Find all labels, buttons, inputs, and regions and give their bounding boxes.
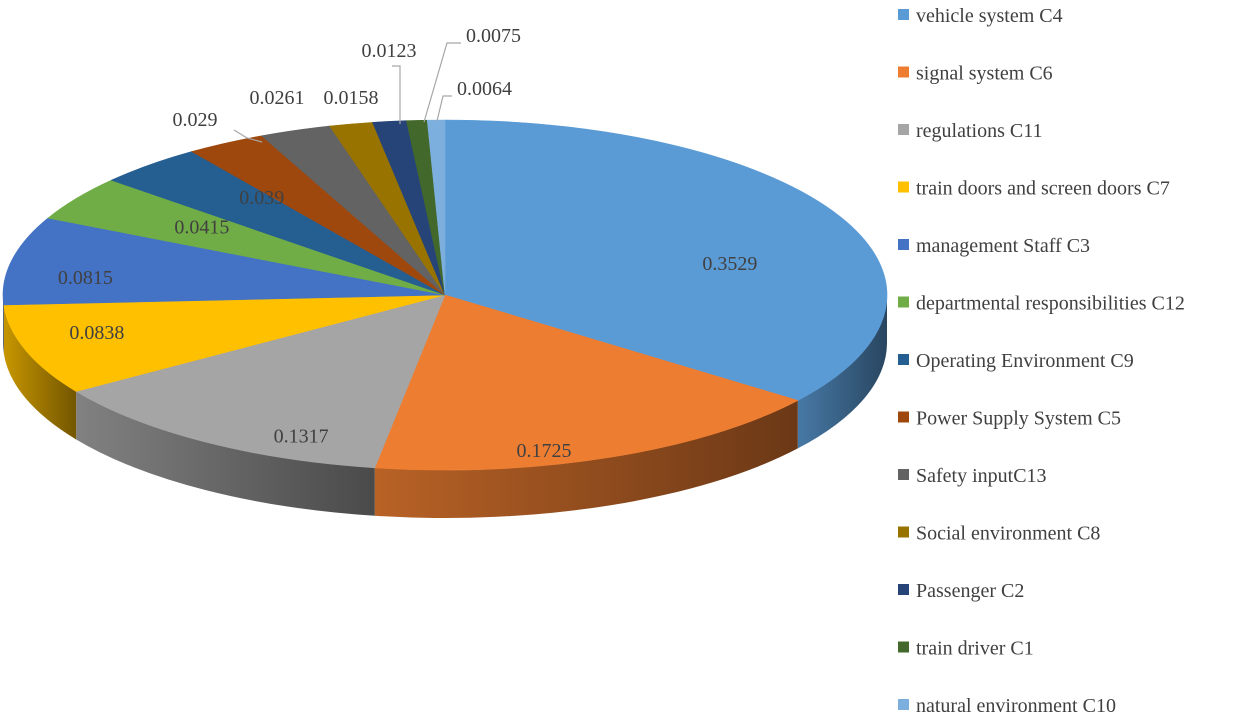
data-label-operating-environment-c9: 0.039: [239, 187, 284, 209]
legend-label: departmental responsibilities C12: [916, 293, 1185, 315]
pie-slice-train-doors-and-screen-doors-c7: [3, 294, 446, 392]
data-label-departmental-responsibilities-c12: 0.0415: [174, 216, 229, 238]
legend-swatch: [898, 239, 909, 250]
leader-lines: [233, 42, 461, 143]
legend-swatch: [898, 469, 909, 480]
data-label-social-environment-c8: 0.0158: [324, 87, 379, 109]
legend-label: Passenger C2: [916, 580, 1024, 602]
legend-label: natural environment C10: [916, 695, 1116, 716]
legend-swatch: [898, 526, 909, 538]
legend-label: signal system C6: [916, 63, 1053, 85]
legend-item-train-driver-c1: train driver C1: [898, 638, 1034, 660]
legend-swatch: [898, 584, 909, 595]
legend-swatch: [898, 411, 909, 423]
legend-label: regulations C11: [916, 120, 1042, 142]
legend-item-social-environment-c8: Social environment C8: [898, 523, 1100, 545]
legend-item-safety-inputc13: Safety inputC13: [898, 465, 1047, 487]
legend-item-power-supply-system-c5: Power Supply System C5: [898, 408, 1121, 430]
data-label-passenger-c2: 0.0123: [362, 40, 417, 62]
legend-item-train-doors-and-screen-doors-c7: train doors and screen doors C7: [898, 178, 1170, 200]
data-label-safety-inputc13: 0.0261: [250, 87, 305, 109]
legend-label: Power Supply System C5: [916, 408, 1121, 430]
pie-slice-regulations-c11: [75, 294, 446, 469]
pie-slice-management-staff-c3: [2, 217, 446, 306]
leader-line-passenger-c2: [392, 65, 401, 124]
legend-item-natural-environment-c10: natural environment C10: [898, 695, 1116, 716]
legend-item-departmental-responsibilities-c12: departmental responsibilities C12: [898, 293, 1185, 315]
legend-item-operating-environment-c9: Operating Environment C9: [898, 350, 1134, 372]
legend-item-signal-system-c6: signal system C6: [898, 63, 1053, 85]
legend-item-vehicle-system-c4: vehicle system C4: [898, 5, 1063, 27]
legend-swatch: [898, 699, 909, 710]
pie-slice-vehicle-system-c4: [444, 119, 888, 401]
legend-swatch: [898, 354, 909, 365]
legend-swatch: [898, 66, 909, 78]
legend-swatch: [898, 124, 909, 135]
data-label-train-driver-c1: 0.0075: [466, 25, 521, 47]
pie-side-regulations-c11: [76, 391, 375, 516]
data-label-regulations-c11: 0.1317: [274, 426, 329, 448]
legend-item-management-staff-c3: management Staff C3: [898, 235, 1090, 257]
legend-swatch: [898, 641, 909, 653]
pie-slices: [2, 119, 888, 471]
leader-line-natural-environment-c10: [436, 95, 452, 122]
legend-label: management Staff C3: [916, 235, 1090, 257]
pie-slice-natural-environment-c10: [426, 119, 446, 296]
legend-label: train doors and screen doors C7: [916, 178, 1170, 200]
legend-swatch: [898, 181, 909, 193]
data-label-vehicle-system-c4: 0.3529: [702, 253, 757, 275]
legend-swatch: [898, 9, 909, 20]
legend-label: vehicle system C4: [916, 5, 1063, 27]
legend-item-passenger-c2: Passenger C2: [898, 580, 1024, 602]
pie-slice-signal-system-c6: [374, 294, 799, 471]
data-label-signal-system-c6: 0.1725: [516, 440, 571, 462]
legend-swatch: [898, 296, 909, 308]
data-label-train-doors-and-screen-doors-c7: 0.0838: [69, 322, 124, 344]
data-label-management-staff-c3: 0.0815: [58, 267, 113, 289]
legend-label: Safety inputC13: [916, 465, 1047, 487]
legend-label: train driver C1: [916, 638, 1034, 660]
data-label-natural-environment-c10: 0.0064: [457, 78, 512, 100]
data-label-power-supply-system-c5: 0.029: [173, 109, 218, 131]
leader-line-train-driver-c1: [423, 42, 461, 123]
legend: vehicle system C4 signal system C6 regulat…: [898, 5, 1185, 716]
pie-side-management-staff-c3: [3, 295, 4, 354]
legend-label: Operating Environment C9: [916, 350, 1134, 372]
pie-side-train-doors-and-screen-doors-c7: [3, 305, 77, 440]
legend-label: Social environment C8: [916, 523, 1100, 545]
pie-side-signal-system-c6: [374, 400, 798, 518]
data-labels: 0.3529 0.1725 0.1317 0.0838 0.0815 0.0415 0.03…: [58, 25, 757, 462]
leader-line-power-supply-system-c5: [233, 129, 263, 143]
legend-item-regulations-c11: regulations C11: [898, 120, 1042, 142]
